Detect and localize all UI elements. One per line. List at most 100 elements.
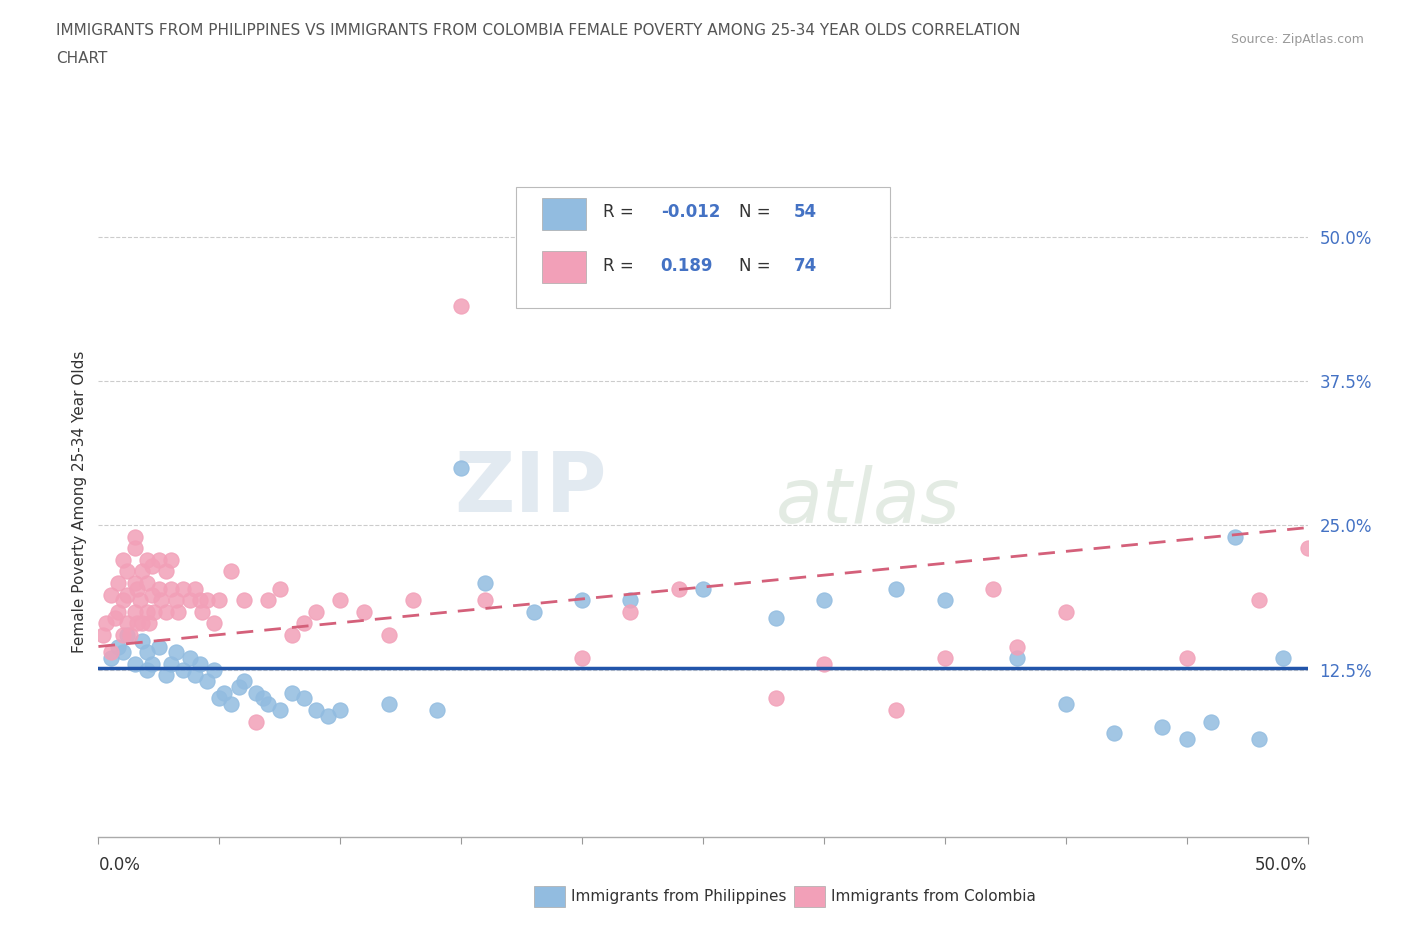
Point bbox=[1152, 720, 1174, 735]
Text: IMMIGRANTS FROM PHILIPPINES VS IMMIGRANTS FROM COLOMBIA FEMALE POVERTY AMONG 25-: IMMIGRANTS FROM PHILIPPINES VS IMMIGRANT… bbox=[56, 23, 1021, 38]
Point bbox=[571, 651, 593, 666]
Point bbox=[184, 668, 207, 683]
Point bbox=[316, 709, 339, 724]
Bar bbox=[543, 251, 586, 284]
Point bbox=[269, 702, 291, 717]
Point bbox=[1007, 651, 1029, 666]
Point bbox=[135, 552, 157, 567]
Text: Immigrants from Philippines: Immigrants from Philippines bbox=[571, 889, 786, 904]
Point bbox=[1249, 593, 1271, 608]
Point bbox=[135, 604, 157, 619]
Point bbox=[160, 657, 183, 671]
Point bbox=[402, 593, 425, 608]
Point bbox=[256, 593, 278, 608]
Point bbox=[179, 651, 201, 666]
Point bbox=[1175, 651, 1198, 666]
Point bbox=[135, 662, 157, 677]
Point bbox=[474, 593, 496, 608]
Text: ZIP: ZIP bbox=[454, 448, 606, 529]
Point bbox=[107, 639, 129, 654]
Point bbox=[204, 662, 226, 677]
Point bbox=[135, 644, 157, 659]
Point bbox=[155, 668, 177, 683]
Point bbox=[1102, 725, 1125, 740]
Point bbox=[245, 714, 267, 729]
Point bbox=[195, 673, 218, 688]
Point bbox=[1199, 714, 1222, 729]
Point bbox=[208, 593, 231, 608]
Point bbox=[172, 662, 194, 677]
Point bbox=[692, 581, 714, 596]
Point bbox=[117, 587, 139, 602]
FancyBboxPatch shape bbox=[516, 188, 890, 308]
Point bbox=[128, 593, 150, 608]
Text: N =: N = bbox=[740, 204, 776, 221]
Point bbox=[934, 593, 956, 608]
Point bbox=[619, 593, 641, 608]
Point bbox=[127, 616, 149, 631]
Point bbox=[100, 651, 122, 666]
Point bbox=[981, 581, 1004, 596]
Text: 54: 54 bbox=[793, 204, 817, 221]
Point bbox=[292, 616, 315, 631]
Point bbox=[91, 628, 114, 643]
Point bbox=[426, 702, 449, 717]
Point bbox=[668, 581, 690, 596]
Point bbox=[1272, 651, 1295, 666]
Text: R =: R = bbox=[603, 257, 638, 275]
Point bbox=[188, 657, 211, 671]
Point bbox=[813, 593, 835, 608]
Point bbox=[765, 610, 787, 625]
Point bbox=[155, 564, 177, 578]
Text: 0.189: 0.189 bbox=[661, 257, 713, 275]
Point bbox=[111, 552, 134, 567]
Point bbox=[1007, 639, 1029, 654]
Point bbox=[256, 697, 278, 711]
Point bbox=[117, 628, 139, 643]
Point bbox=[143, 604, 166, 619]
Point bbox=[124, 604, 146, 619]
Text: 74: 74 bbox=[793, 257, 817, 275]
Text: Source: ZipAtlas.com: Source: ZipAtlas.com bbox=[1230, 33, 1364, 46]
Point bbox=[292, 691, 315, 706]
Point bbox=[269, 581, 291, 596]
Point bbox=[165, 593, 187, 608]
Point bbox=[1223, 529, 1246, 544]
Point bbox=[141, 558, 163, 573]
Text: CHART: CHART bbox=[56, 51, 108, 66]
Point bbox=[474, 576, 496, 591]
Point bbox=[127, 581, 149, 596]
Point bbox=[252, 691, 274, 706]
Point bbox=[232, 593, 254, 608]
Text: -0.012: -0.012 bbox=[661, 204, 720, 221]
Point bbox=[117, 616, 139, 631]
Point bbox=[934, 651, 956, 666]
Point bbox=[111, 628, 134, 643]
Point bbox=[281, 685, 304, 700]
Point bbox=[886, 581, 908, 596]
Point bbox=[208, 691, 231, 706]
Point bbox=[172, 581, 194, 596]
Point bbox=[141, 587, 163, 602]
Point bbox=[94, 616, 117, 631]
Point bbox=[228, 680, 250, 695]
Point bbox=[100, 587, 122, 602]
Point bbox=[329, 702, 352, 717]
Point bbox=[450, 460, 472, 475]
Point bbox=[377, 697, 399, 711]
Point bbox=[148, 639, 170, 654]
Point bbox=[221, 697, 243, 711]
Point bbox=[104, 610, 127, 625]
Point bbox=[353, 604, 375, 619]
Point bbox=[167, 604, 190, 619]
Point bbox=[245, 685, 267, 700]
Point bbox=[619, 604, 641, 619]
Point bbox=[184, 581, 207, 596]
Text: 50.0%: 50.0% bbox=[1256, 856, 1308, 873]
Point bbox=[1054, 604, 1077, 619]
Point bbox=[188, 593, 211, 608]
Point bbox=[124, 529, 146, 544]
Point bbox=[450, 299, 472, 313]
Point bbox=[138, 616, 160, 631]
Point bbox=[117, 564, 139, 578]
